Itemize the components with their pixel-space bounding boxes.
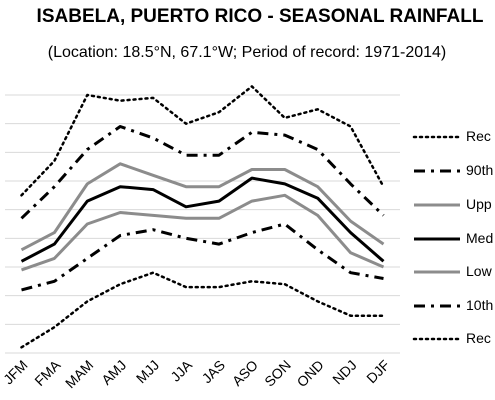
x-tick-label: FMA: [31, 356, 64, 389]
x-tick-label: NDJ: [329, 357, 360, 388]
x-tick-label: JJA: [167, 356, 195, 384]
legend-label: Rec: [466, 330, 491, 346]
legend-swatch: [412, 135, 462, 139]
x-tick-label: DJF: [363, 357, 392, 386]
x-tick-label: MJJ: [133, 357, 162, 386]
chart-subtitle: (Location: 18.5°N, 67.1°W; Period of rec…: [47, 44, 447, 61]
legend-swatch: [414, 169, 460, 173]
legend-label: Low: [466, 263, 492, 279]
x-tick-label: JAS: [199, 357, 228, 386]
series-line-5: [21, 193, 385, 272]
legend-swatch: [414, 270, 460, 274]
legend-swatch: [414, 237, 460, 241]
legend-swatch: [414, 203, 460, 207]
legend-label: 10th: [466, 297, 494, 313]
x-tick-label: MAM: [62, 357, 96, 391]
x-tick-label: OND: [294, 357, 327, 390]
series-line-4: [20, 176, 385, 263]
x-tick-label: JFM: [0, 357, 31, 388]
chart-title: ISABELA, PUERTO RICO - SEASONAL RAINFALL: [36, 6, 484, 27]
legend-label: Upp: [466, 196, 492, 212]
x-tick-label: SON: [261, 357, 294, 390]
series-line-7: [20, 271, 385, 349]
legend-swatch: [414, 304, 460, 308]
series-line-2: [20, 125, 385, 220]
x-tick-label: ASO: [229, 357, 261, 389]
x-tick-label: AMJ: [98, 357, 129, 388]
series-line-1: [20, 85, 385, 197]
legend-label: Rec: [466, 128, 491, 144]
legend-label: Med: [466, 230, 494, 246]
legend-swatch: [412, 337, 462, 341]
legend-label: 90th: [466, 162, 494, 178]
series-line-3: [20, 162, 385, 252]
